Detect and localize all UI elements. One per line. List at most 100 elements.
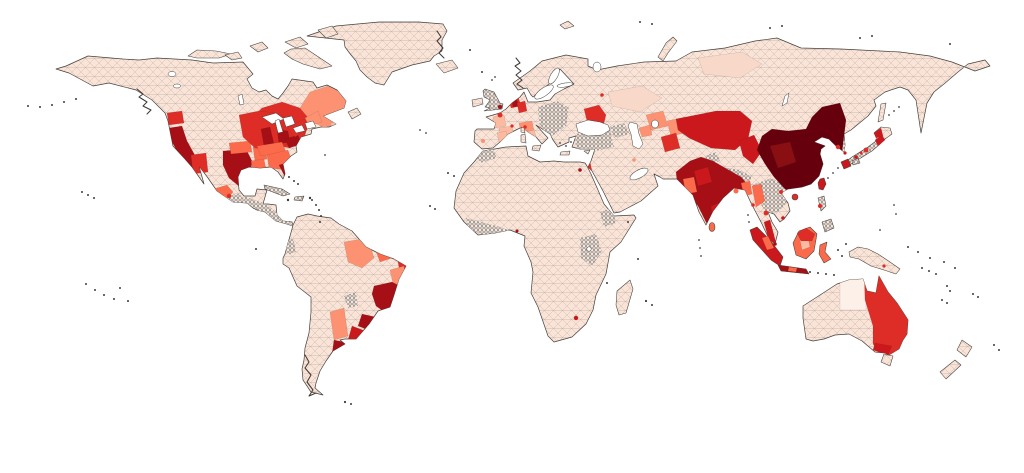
- marker-moscow: [600, 93, 604, 97]
- landmass-sakhalin: [877, 102, 887, 123]
- marker-bangkok: [763, 210, 769, 216]
- marker-milan: [523, 125, 527, 129]
- patches-north-america: [166, 85, 346, 199]
- coast-bc-alaska: [136, 88, 152, 115]
- landmass-mindanao: [821, 218, 835, 233]
- landmass-iceland: [435, 59, 459, 74]
- landmass-greenland: [306, 21, 448, 86]
- city-markers: [226, 93, 886, 321]
- aral-sea: [651, 119, 659, 129]
- lake-erie: [292, 124, 306, 134]
- marker-manila: [818, 204, 822, 208]
- marker-port-moresby: [882, 264, 886, 268]
- marker-madrid: [481, 139, 485, 143]
- caspian-sea: [627, 121, 644, 150]
- landmass-baffin-island: [283, 47, 333, 70]
- coast-norway-fjords: [514, 57, 524, 89]
- region-sri-lanka: [708, 222, 716, 232]
- landmass-great-britain: [482, 88, 504, 112]
- landmass-newfoundland: [347, 107, 362, 120]
- region-victoria: [872, 342, 893, 355]
- region-rhine-ruhr: [516, 100, 528, 114]
- marker-cairo: [578, 168, 582, 172]
- region-sulawesi: [818, 241, 832, 264]
- lake-winnipeg: [237, 93, 245, 106]
- landmass-crete: [559, 150, 571, 156]
- landmass-nz-south-island: [939, 359, 962, 380]
- marker-osaka: [854, 155, 858, 159]
- region-syr-darya: [638, 124, 653, 138]
- marker-lyon: [510, 124, 514, 128]
- gulf-of-bothnia: [548, 67, 560, 85]
- landmass-madagascar: [615, 279, 634, 316]
- region-siberia-band: [697, 51, 763, 79]
- landmass-new-guinea: [848, 246, 901, 275]
- marker-hanoi: [779, 190, 783, 194]
- region-oklahoma: [228, 140, 253, 155]
- lake-baikal: [781, 92, 790, 107]
- small-island-specks: [27, 21, 1000, 405]
- coast-east-greenland: [436, 30, 445, 59]
- region-santa-fe-cordoba: [329, 307, 349, 341]
- marker-busan: [843, 151, 847, 155]
- marker-mexico-city: [226, 193, 232, 199]
- region-sarawak-sabah: [796, 227, 816, 242]
- inland-waters: [167, 61, 790, 252]
- lake-michigan: [274, 118, 284, 134]
- dense-zone-balkans-central-europe: [538, 101, 569, 138]
- region-kyushu: [840, 158, 852, 170]
- dense-zone-central-america: [243, 196, 293, 226]
- dense-zone-paraguay: [344, 292, 358, 308]
- region-european-russia-band: [607, 85, 663, 113]
- landmass-cyprus: [583, 149, 591, 155]
- gulf-of-finland: [556, 82, 574, 88]
- marker-ho-chi-minh: [781, 216, 785, 220]
- landmass-shikoku: [851, 157, 861, 166]
- marker-singapore: [773, 242, 777, 246]
- region-hainan: [791, 193, 799, 201]
- black-sea: [575, 119, 611, 137]
- region-uzbekistan: [660, 132, 681, 153]
- coast-south-chile: [304, 354, 317, 397]
- landmass-hispaniola: [293, 195, 305, 202]
- great-bear-lake: [167, 71, 177, 77]
- landmass-sicily: [531, 144, 542, 152]
- region-western-hokkaido: [873, 127, 884, 139]
- landmass-novaya-zemlya: [657, 36, 678, 62]
- region-central-sumatra: [761, 235, 775, 251]
- patches-island-overlays: [761, 127, 886, 273]
- marker-lagos: [515, 229, 519, 233]
- dense-zone-anatolia: [575, 130, 614, 152]
- marker-gauteng: [573, 315, 579, 321]
- region-rajasthan-nw-india: [693, 166, 713, 187]
- landmass-ireland: [471, 97, 484, 108]
- rugged-coastlines: [136, 30, 524, 397]
- region-central-java: [787, 266, 798, 273]
- region-taiwan: [817, 177, 827, 191]
- region-gansu-shaanxi: [738, 134, 763, 165]
- region-washington-state: [166, 110, 185, 126]
- region-myanmar-coast: [751, 183, 766, 208]
- great-slave-lake: [173, 83, 181, 89]
- marker-seoul: [835, 144, 841, 150]
- persian-gulf: [629, 167, 649, 181]
- lake-huron: [282, 115, 296, 128]
- marker-sw-iran: [632, 158, 636, 162]
- landmass-sardinia: [520, 133, 527, 144]
- baltic-sea: [534, 84, 554, 100]
- landmass-nz-north-island: [956, 339, 973, 358]
- marker-eastern-india: [733, 188, 739, 194]
- arctic-archipelago: [224, 25, 339, 61]
- dense-zone-caucasus: [609, 123, 630, 138]
- landmass-cuba: [263, 184, 291, 197]
- lake-ontario: [304, 120, 317, 130]
- marker-tokyo: [863, 147, 869, 153]
- white-sea: [592, 61, 602, 73]
- marker-yangon: [751, 203, 755, 207]
- lake-victoria: [586, 246, 592, 252]
- marker-london: [498, 105, 502, 109]
- marker-nagoya: [859, 151, 863, 155]
- landmass-tasmania: [880, 353, 894, 367]
